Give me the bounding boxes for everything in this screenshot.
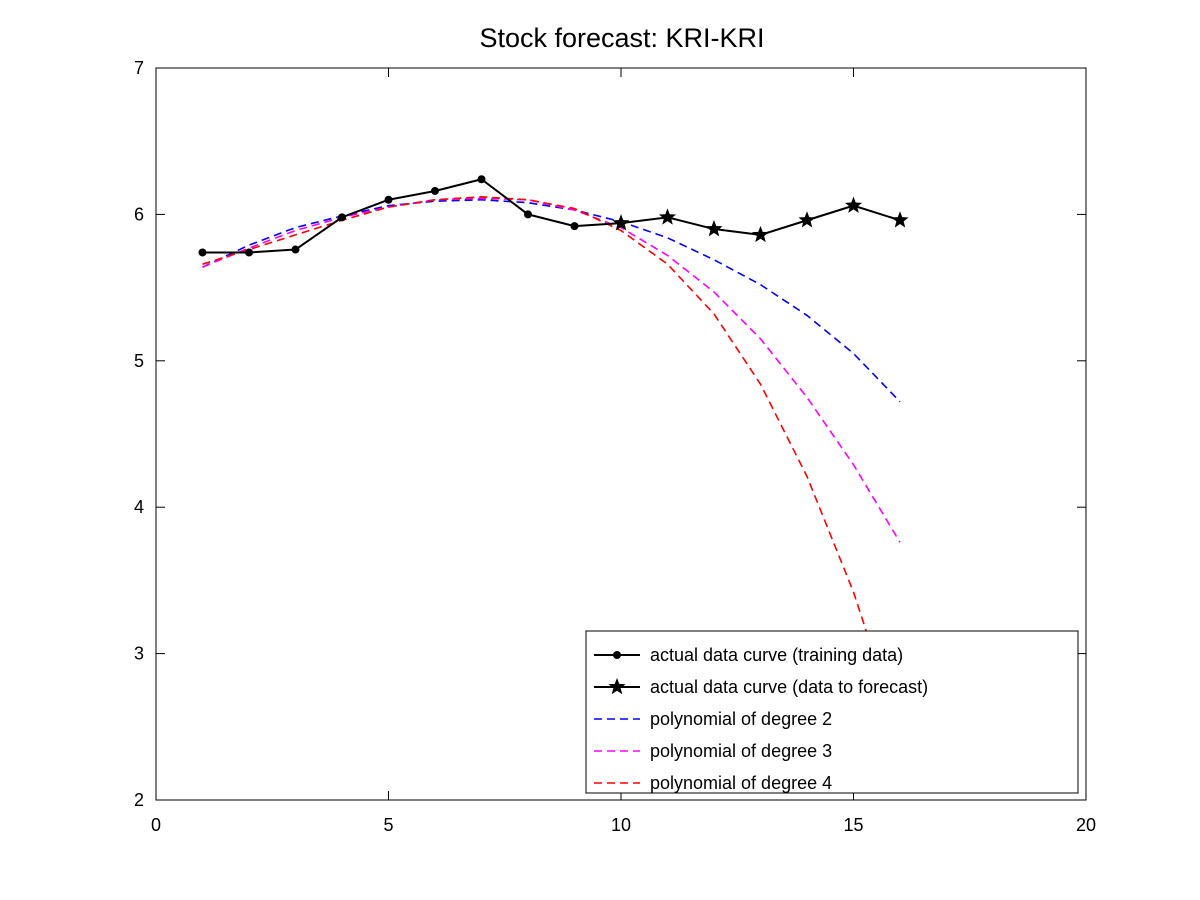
data-point-actual-data-curve-training-data	[524, 210, 532, 219]
series-line-polynomial-of-degree-4	[202, 196, 901, 735]
data-point-actual-data-curve-data-to-forecast	[891, 211, 909, 228]
y-tick-label: 3	[134, 644, 144, 664]
y-tick-label: 2	[134, 790, 144, 810]
y-tick-label: 4	[134, 497, 144, 517]
axes: 0 5 10 15 20 2 3 4 5 6 7	[134, 58, 1096, 835]
data-point-actual-data-curve-data-to-forecast	[844, 196, 863, 213]
x-tick-label: 0	[151, 815, 161, 835]
legend-marker-actual-data-curve-data-to-forecast	[608, 678, 626, 695]
x-tick-label: 15	[843, 815, 863, 835]
x-tick-label: 20	[1076, 815, 1096, 835]
legend-marker-actual-data-curve-training-data	[613, 651, 621, 659]
legend-label-actual-data-curve-training-data: actual data curve (training data)	[650, 645, 903, 665]
data-point-actual-data-curve-training-data	[245, 248, 253, 257]
data-point-actual-data-curve-training-data	[570, 222, 579, 231]
data-point-actual-data-curve-training-data	[477, 175, 486, 184]
legend-label-polynomial-of-degree-2: polynomial of degree 2	[650, 709, 832, 729]
data-point-actual-data-curve-data-to-forecast	[658, 208, 677, 225]
y-tick-label: 5	[134, 351, 144, 371]
legend-label-actual-data-curve-data-to-forecast: actual data curve (data to forecast)	[650, 677, 928, 697]
y-tick-label: 6	[134, 204, 144, 224]
legend-label-polynomial-of-degree-3: polynomial of degree 3	[650, 741, 832, 761]
data-point-actual-data-curve-training-data	[198, 248, 207, 257]
series-line-polynomial-of-degree-3	[202, 197, 901, 543]
data-point-actual-data-curve-training-data	[431, 186, 439, 195]
chart-title: Stock forecast: KRI-KRI	[479, 23, 764, 53]
data-point-actual-data-curve-data-to-forecast	[705, 220, 723, 237]
legend: actual data curve (training data) actual …	[585, 630, 1079, 794]
data-point-actual-data-curve-data-to-forecast	[751, 225, 770, 243]
y-tick-label: 7	[134, 58, 144, 78]
series-line-polynomial-of-degree-2	[202, 198, 901, 403]
series-line-actual-data-curve-training-data	[202, 178, 622, 254]
data-point-actual-data-curve-training-data	[338, 213, 346, 222]
data-point-actual-data-curve-training-data	[384, 195, 393, 204]
x-tick-label: 5	[383, 815, 393, 835]
legend-label-polynomial-of-degree-4: polynomial of degree 4	[650, 773, 832, 793]
x-tick-label: 10	[611, 815, 631, 835]
data-point-actual-data-curve-training-data	[291, 245, 300, 254]
legend-box	[585, 630, 1079, 794]
data-point-actual-data-curve-data-to-forecast	[798, 211, 816, 228]
data-point-actual-data-curve-data-to-forecast	[612, 214, 630, 231]
plot-area	[198, 175, 909, 735]
